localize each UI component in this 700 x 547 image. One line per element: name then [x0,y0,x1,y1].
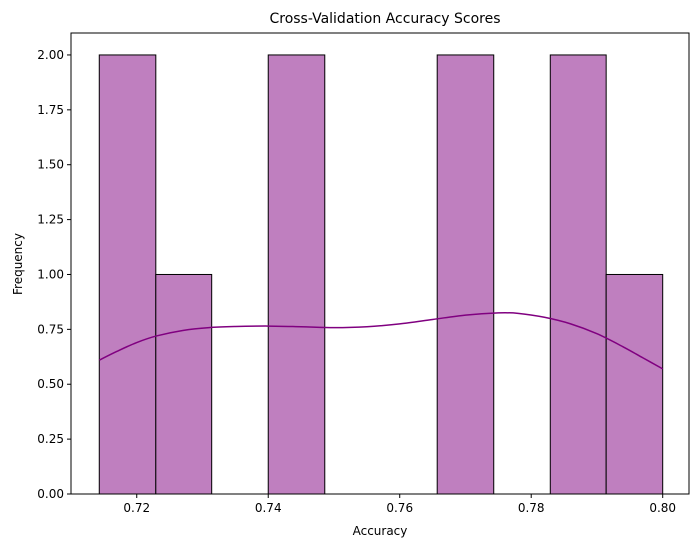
y-tick-label: 1.00 [37,267,64,281]
y-axis-ticks: 0.00 0.25 0.50 0.75 1.00 1.25 1.50 1.75 2.00 [37,48,71,501]
x-tick-label: 0.76 [386,501,413,515]
y-tick-label: 0.00 [37,487,64,501]
histogram-bar [605,273,664,495]
y-tick-label: 1.50 [37,158,64,172]
y-axis-label: Frequency [11,233,25,295]
histogram-bar [155,273,213,495]
histogram-bar [267,54,326,495]
x-tick-label: 0.72 [123,501,150,515]
y-tick-label: 0.50 [37,377,64,391]
x-tick-label: 0.74 [255,501,282,515]
y-tick-label: 2.00 [37,48,64,62]
x-tick-label: 0.80 [649,501,676,515]
histogram-bars [98,54,664,495]
x-axis-label: Accuracy [353,524,408,538]
chart-title: Cross-Validation Accuracy Scores [269,11,500,27]
histogram-bar [98,54,157,495]
x-tick-label: 0.78 [518,501,545,515]
y-tick-label: 0.25 [37,432,64,446]
y-tick-label: 0.75 [37,322,64,336]
histogram-bar [549,54,607,495]
x-axis-ticks: 0.72 0.74 0.76 0.78 0.80 [123,494,676,515]
y-tick-label: 1.25 [37,213,64,227]
kde-curve [98,311,664,370]
plot-frame [70,32,690,495]
histogram-bar [436,54,495,495]
y-tick-label: 1.75 [37,103,64,117]
